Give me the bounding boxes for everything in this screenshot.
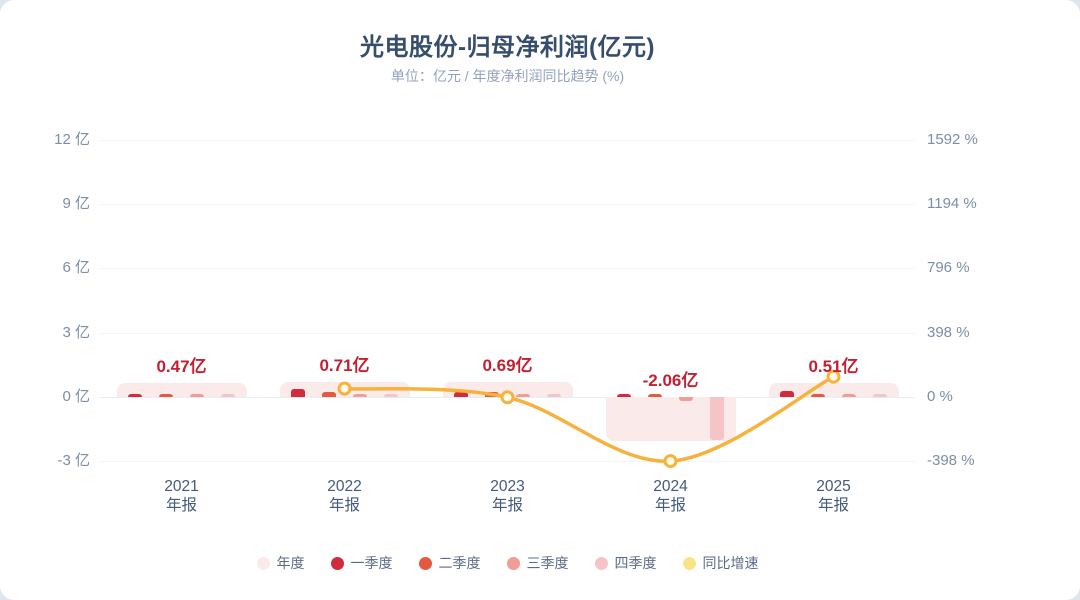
grid-line [100,396,915,398]
y-axis-tick-right: 0 % [927,387,953,405]
legend-dot-q4 [594,556,608,570]
x-axis-label-period: 年报 [654,497,686,514]
legend-label-q3: 三季度 [526,555,569,571]
legend-dot-annual [256,556,270,570]
quarter-bar [648,394,662,397]
quarter-bar [221,394,235,397]
value-label: 0.51亿 [808,356,859,376]
quarter-bar [353,394,367,397]
quarter-bar [780,390,794,397]
x-axis-label-year: 2023 [490,478,525,495]
legend-item-q2[interactable]: 二季度 [418,553,481,573]
quarter-bar [128,394,142,397]
y-axis-tick-right: 398 % [927,323,970,341]
y-axis-tick-left: 3 亿 [62,323,90,341]
x-axis-label-period: 年报 [328,497,360,514]
legend-label-q1: 一季度 [350,555,393,571]
y-axis-tick-left: -3 亿 [57,452,90,469]
quarter-bar [617,394,631,397]
quarter-bar [547,394,561,397]
legend-dot-yoy-growth [682,556,696,570]
value-label: 0.71亿 [319,355,370,375]
x-axis-label-period: 年报 [491,497,523,514]
annual-bar [116,382,247,397]
y-axis-tick-right: 1194 % [927,195,977,213]
x-axis-label-period: 年报 [817,497,849,514]
value-label: -2.06亿 [642,370,699,390]
y-axis-tick-left: 0 亿 [62,387,90,405]
yoy-growth-line [342,374,836,463]
legend-item-yoy-growth[interactable]: 同比增速 [682,553,759,573]
legend-item-q4[interactable]: 四季度 [594,553,657,573]
y-axis-tick-right: -398 % [927,452,975,469]
y-axis-tick-right: 1592 % [927,131,978,148]
grid-line [100,268,915,270]
x-axis-label-year: 2024 [653,478,688,495]
quarter-bar [516,394,530,397]
value-label: 0.47亿 [156,356,207,376]
legend-label-q2: 二季度 [438,555,481,571]
legend-label-annual: 年度 [276,555,305,571]
grid-line [100,461,915,462]
quarter-bar [485,392,499,397]
chart-title: 光电股份-归母净利润(亿元) [360,34,655,61]
legend-label-q4: 四季度 [614,555,657,571]
x-axis-label-period: 年报 [165,497,197,514]
x-axis-label-year: 2022 [327,478,362,495]
quarter-bar [322,392,336,397]
value-label: 0.69亿 [482,356,533,375]
x-axis-label-year: 2025 [816,478,851,495]
legend-item-annual[interactable]: 年度 [256,553,305,573]
legend-label-yoy-growth: 同比增速 [702,555,759,571]
y-axis-tick-right: 796 % [927,259,970,277]
grid-line [100,140,915,141]
quarter-bar [811,394,825,397]
grid-line [100,332,915,334]
quarter-bar [710,396,724,440]
x-axis-label-year: 2021 [164,478,199,495]
legend-dot-q3 [506,556,520,570]
y-axis-tick-left: 12 亿 [54,131,90,148]
legend-dot-q1 [330,556,344,570]
legend-dot-q2 [418,556,432,570]
quarter-bar [679,396,693,402]
quarter-bar [842,394,856,397]
quarter-bar [384,394,398,397]
legend: 年度 一季度 二季度 三季度 四季度 同比增速 [100,553,915,573]
quarter-bar [873,394,887,397]
grid-line [100,204,915,206]
y-axis-tick-left: 6 亿 [62,259,90,277]
legend-item-q3[interactable]: 三季度 [506,553,569,573]
quarter-bar [291,388,305,397]
y-axis-tick-left: 9 亿 [62,195,90,213]
quarter-bar [159,393,173,397]
quarter-bar [190,394,204,397]
quarter-bar [454,391,468,397]
chart-subtitle: 单位：亿元 / 年度净利润同比趋势 (%) [390,68,625,84]
legend-item-q1[interactable]: 一季度 [330,553,393,573]
